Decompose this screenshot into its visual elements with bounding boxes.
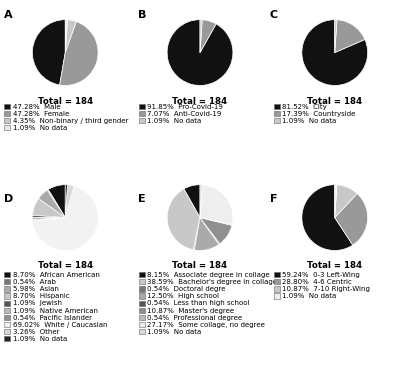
Wedge shape	[200, 185, 202, 218]
Wedge shape	[302, 185, 353, 251]
Text: Total = 184: Total = 184	[307, 97, 362, 105]
Wedge shape	[193, 218, 200, 250]
Wedge shape	[32, 218, 65, 220]
Wedge shape	[335, 185, 357, 218]
Wedge shape	[302, 20, 368, 86]
Text: Total = 184: Total = 184	[172, 261, 228, 270]
Wedge shape	[335, 185, 337, 218]
Text: Total = 184: Total = 184	[307, 261, 362, 270]
Wedge shape	[200, 20, 216, 53]
Wedge shape	[32, 218, 65, 221]
Wedge shape	[200, 218, 232, 225]
Legend: 59.24%  0-3 Left-Wing, 28.80%  4-6 Centric, 10.87%  7-10 Right-Wing, 1.09%  No d: 59.24% 0-3 Left-Wing, 28.80% 4-6 Centric…	[274, 272, 370, 299]
Wedge shape	[194, 218, 219, 251]
Wedge shape	[200, 218, 220, 244]
Text: D: D	[4, 194, 13, 204]
Wedge shape	[200, 185, 233, 224]
Legend: 8.15%  Associate degree in collage, 38.59%  Bachelor's degree in collage, 0.54% : 8.15% Associate degree in collage, 38.59…	[139, 272, 278, 335]
Wedge shape	[167, 20, 233, 86]
Wedge shape	[32, 20, 65, 85]
Text: F: F	[270, 194, 278, 204]
Text: E: E	[138, 194, 146, 204]
Wedge shape	[335, 20, 365, 53]
Wedge shape	[48, 185, 65, 218]
Legend: 47.28%  Male, 47.28%  Female, 4.35%  Non-binary / third gender, 1.09%  No data: 47.28% Male, 47.28% Female, 4.35% Non-bi…	[4, 104, 128, 131]
Legend: 81.52%  City, 17.39%  Countryside, 1.09%  No data: 81.52% City, 17.39% Countryside, 1.09% N…	[274, 104, 356, 124]
Wedge shape	[65, 185, 68, 218]
Text: B: B	[138, 10, 146, 19]
Wedge shape	[38, 190, 65, 218]
Wedge shape	[200, 218, 232, 244]
Text: Total = 184: Total = 184	[38, 261, 93, 270]
Wedge shape	[60, 21, 98, 86]
Wedge shape	[32, 215, 65, 218]
Wedge shape	[32, 186, 98, 251]
Wedge shape	[335, 194, 368, 245]
Wedge shape	[47, 189, 65, 218]
Wedge shape	[167, 189, 200, 250]
Text: C: C	[270, 10, 278, 19]
Text: Total = 184: Total = 184	[38, 97, 93, 105]
Wedge shape	[184, 185, 200, 218]
Legend: 91.85%  Pro-Covid-19, 7.07%  Anti-Covid-19, 1.09%  No data: 91.85% Pro-Covid-19, 7.07% Anti-Covid-19…	[139, 104, 223, 124]
Wedge shape	[65, 20, 76, 53]
Text: A: A	[4, 10, 13, 19]
Wedge shape	[65, 20, 68, 53]
Wedge shape	[32, 199, 65, 218]
Wedge shape	[335, 20, 337, 53]
Wedge shape	[65, 185, 74, 218]
Wedge shape	[200, 20, 202, 53]
Text: Total = 184: Total = 184	[172, 97, 228, 105]
Legend: 8.70%  African American, 0.54%  Arab, 5.98%  Asian, 8.70%  Hispanic, 1.09%  Jewi: 8.70% African American, 0.54% Arab, 5.98…	[4, 272, 107, 342]
